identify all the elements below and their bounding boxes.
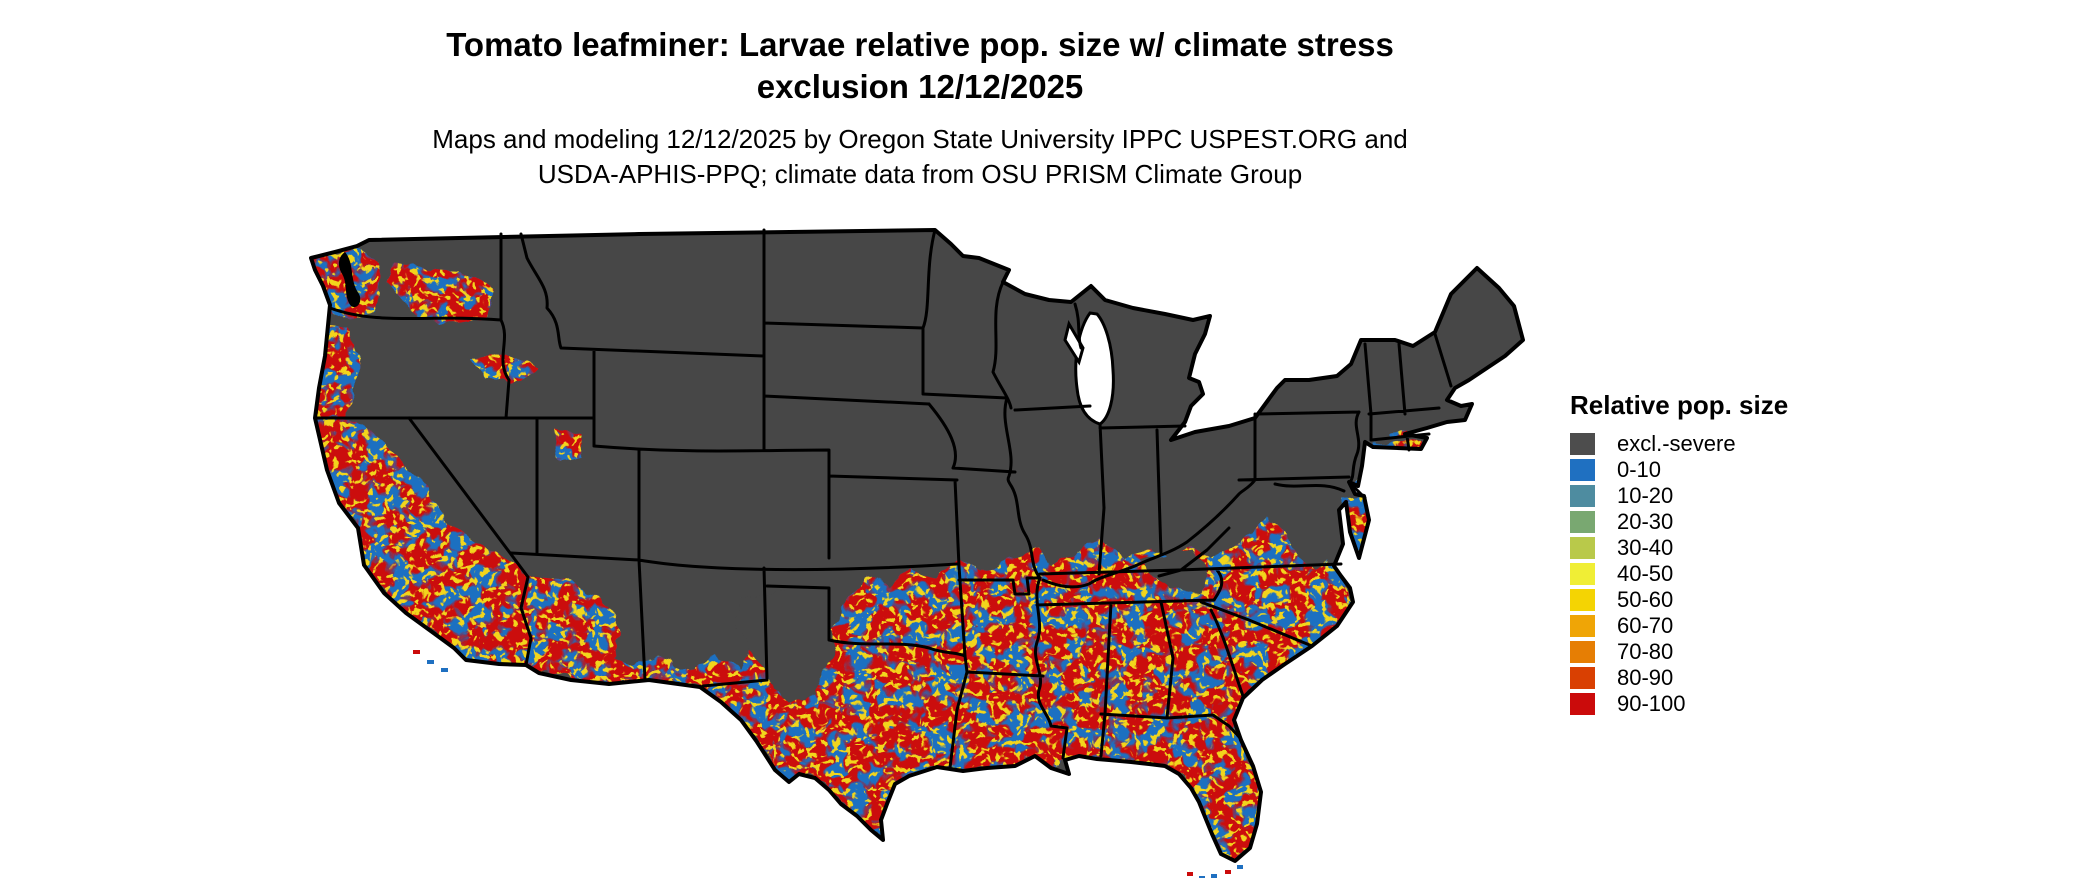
map-subtitle-line2: USDA-APHIS-PPQ; climate data from OSU PR… (537, 159, 1303, 189)
legend-item-label: 50-60 (1617, 587, 1674, 612)
legend-item-label: 90-100 (1617, 691, 1686, 716)
legend-swatch (1570, 433, 1595, 455)
legend-swatch (1570, 537, 1595, 559)
legend-swatch (1570, 485, 1595, 507)
legend-item-label: 80-90 (1617, 665, 1674, 690)
legend-item: 10-20 (1570, 483, 1890, 508)
legend-item: 50-60 (1570, 587, 1890, 612)
legend-item-label: 30-40 (1617, 535, 1674, 560)
legend-swatch (1570, 511, 1595, 533)
legend-item-label: 0-10 (1617, 457, 1662, 482)
legend-rows: excl.-severe 0-10 10-20 20-30 30-40 40-5… (1570, 431, 1890, 716)
legend-item-label: 40-50 (1617, 561, 1674, 586)
us-map-svg (309, 228, 1525, 880)
legend-swatch (1570, 589, 1595, 611)
legend-item-label: 10-20 (1617, 483, 1674, 508)
puget-sound-icon (338, 252, 361, 308)
legend-item-label: 70-80 (1617, 639, 1674, 664)
map-title-line2: exclusion 12/12/2025 (756, 68, 1084, 105)
legend: Relative pop. size excl.-severe 0-10 10-… (1570, 390, 1890, 719)
legend-swatch (1570, 615, 1595, 637)
legend-item: 30-40 (1570, 535, 1890, 560)
legend-swatch (1570, 641, 1595, 663)
legend-item: 20-30 (1570, 509, 1890, 534)
state-borders (313, 228, 1453, 770)
legend-item: excl.-severe (1570, 431, 1890, 456)
us-map (309, 228, 1542, 880)
legend-swatch (1570, 693, 1595, 715)
population-raster (311, 250, 1423, 861)
raster-excluded-holes (737, 550, 1209, 700)
map-title-line1: Tomato leafminer: Larvae relative pop. s… (446, 26, 1394, 63)
legend-item-label: 20-30 (1617, 509, 1674, 534)
legend-item: 60-70 (1570, 613, 1890, 638)
legend-item: 70-80 (1570, 639, 1890, 664)
legend-swatch (1570, 459, 1595, 481)
legend-swatch (1570, 667, 1595, 689)
legend-item: 90-100 (1570, 691, 1890, 716)
map-subtitle-line1: Maps and modeling 12/12/2025 by Oregon S… (432, 124, 1408, 154)
map-title: Tomato leafminer: Larvae relative pop. s… (0, 24, 1840, 108)
legend-item: 40-50 (1570, 561, 1890, 586)
legend-item: 80-90 (1570, 665, 1890, 690)
legend-item-label: 60-70 (1617, 613, 1674, 638)
legend-swatch (1570, 563, 1595, 585)
map-subtitle: Maps and modeling 12/12/2025 by Oregon S… (0, 122, 1840, 192)
legend-item-label: excl.-severe (1617, 431, 1736, 456)
legend-item: 0-10 (1570, 457, 1890, 482)
legend-title: Relative pop. size (1570, 390, 1789, 420)
